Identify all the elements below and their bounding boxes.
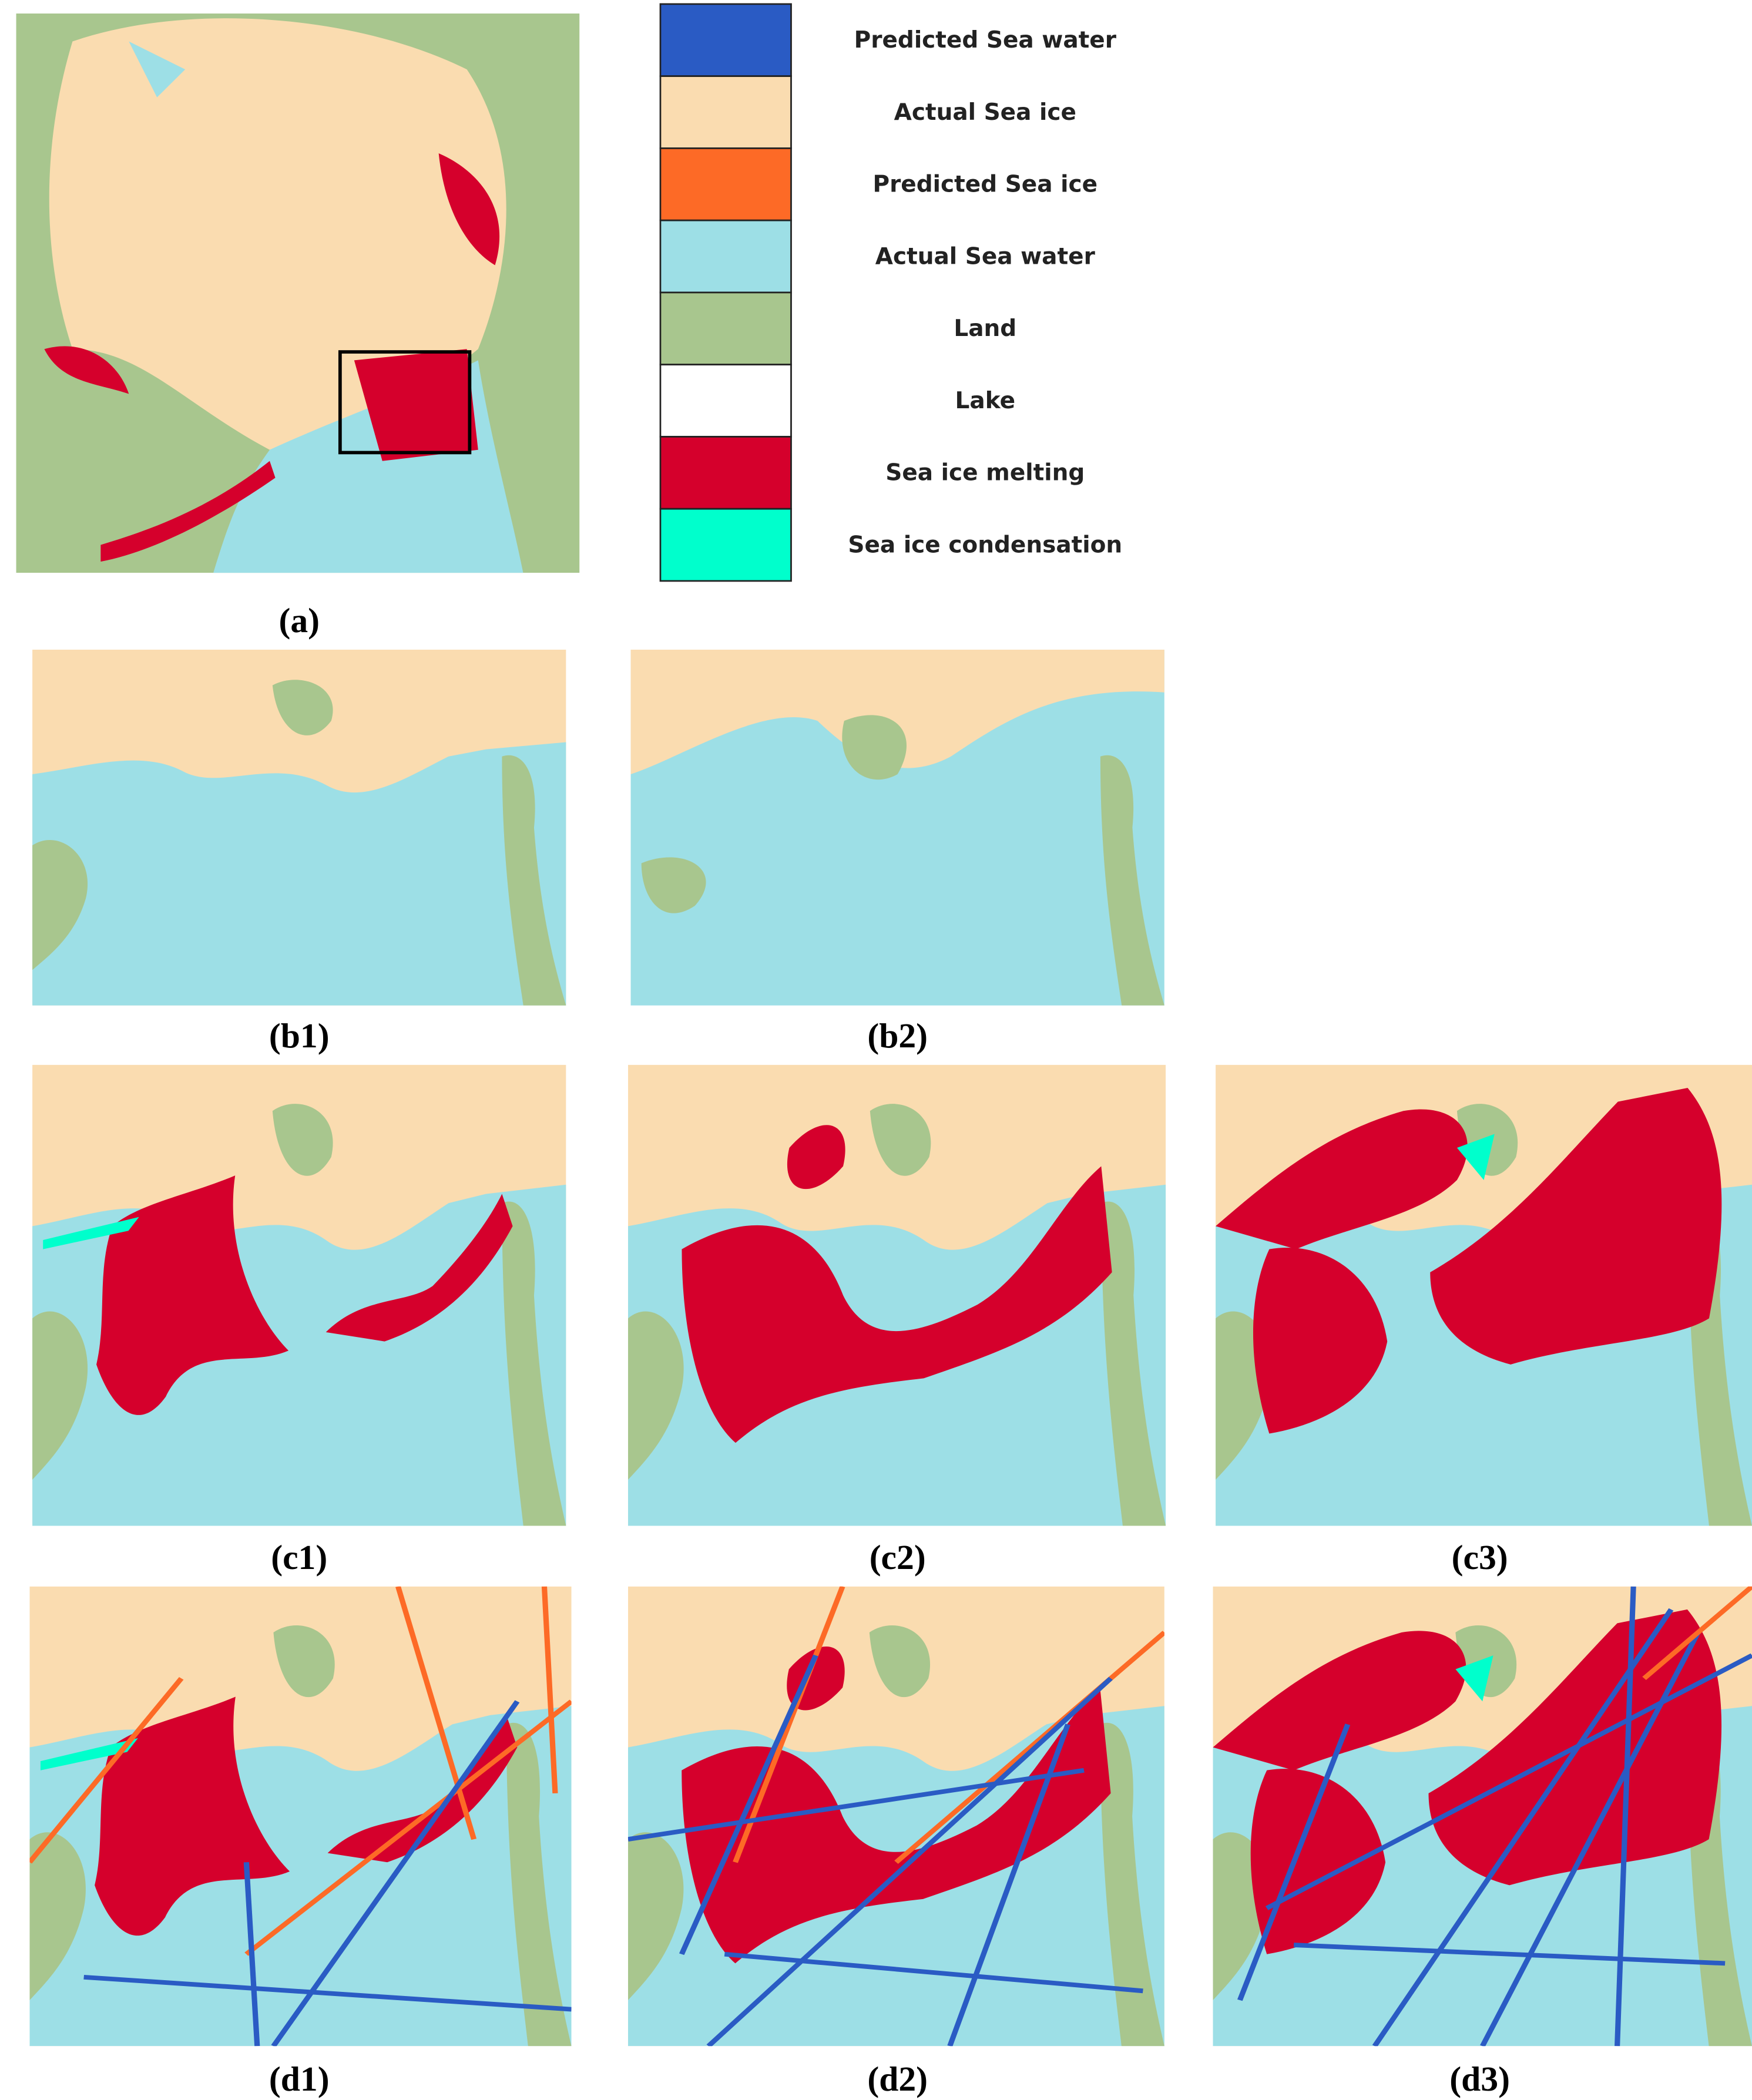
legend: Predicted Sea water Actual Sea ice Predict… [659, 3, 1122, 582]
legend-label: Lake [955, 388, 1015, 414]
panel-label: (c3) [1452, 1538, 1508, 1577]
map-a [16, 13, 580, 573]
legend-swatch [659, 364, 792, 438]
map-c1 [32, 1064, 566, 1526]
legend-label: Predicted Sea ice [873, 172, 1098, 198]
panel-label: (d2) [867, 2059, 928, 2098]
legend-swatch [659, 147, 792, 221]
panel-label: (b1) [269, 1016, 330, 1055]
panel-label: (a) [278, 601, 320, 640]
legend-swatch [659, 219, 792, 294]
legend-swatch [659, 436, 792, 510]
legend-swatch [659, 291, 792, 366]
legend-label: Land [954, 315, 1016, 342]
legend-label: Sea ice condensation [848, 532, 1122, 558]
map-d1 [29, 1586, 572, 2046]
panel-label: (c2) [870, 1538, 926, 1577]
map-c2 [627, 1064, 1166, 1526]
legend-label: Sea ice melting [885, 460, 1085, 486]
legend-swatch [659, 75, 792, 149]
legend-swatch [659, 3, 792, 78]
legend-label: Actual Sea ice [894, 99, 1076, 126]
panel-label: (d3) [1449, 2059, 1510, 2098]
legend-swatch [659, 508, 792, 582]
legend-label: Actual Sea water [875, 243, 1096, 270]
legend-label: Predicted Sea water [854, 27, 1117, 53]
map-d2 [627, 1586, 1164, 2046]
map-b2 [630, 650, 1164, 1006]
map-c3 [1216, 1064, 1752, 1526]
map-d3 [1213, 1586, 1752, 2046]
panel-label: (b2) [867, 1016, 928, 1055]
panel-label: (d1) [269, 2059, 330, 2098]
panel-label: (c1) [271, 1538, 327, 1577]
map-b1 [32, 650, 566, 1006]
